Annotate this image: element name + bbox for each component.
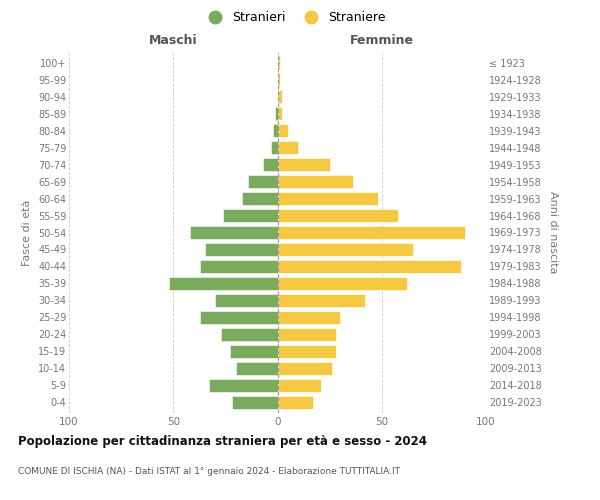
Bar xyxy=(200,260,277,273)
Bar xyxy=(232,396,277,409)
Bar xyxy=(277,209,398,222)
Bar xyxy=(277,396,313,409)
Bar xyxy=(248,175,277,188)
Bar xyxy=(209,378,277,392)
Bar xyxy=(205,243,277,256)
Text: Femmine: Femmine xyxy=(350,34,414,48)
Bar xyxy=(215,294,277,307)
Text: Maschi: Maschi xyxy=(149,34,197,48)
Bar xyxy=(277,362,332,375)
Bar xyxy=(242,192,277,205)
Bar xyxy=(263,158,277,171)
Bar xyxy=(277,56,280,70)
Y-axis label: Anni di nascita: Anni di nascita xyxy=(548,191,559,274)
Bar xyxy=(277,344,336,358)
Bar xyxy=(190,226,277,239)
Bar xyxy=(277,226,465,239)
Bar xyxy=(277,328,336,341)
Bar xyxy=(277,311,340,324)
Legend: Stranieri, Straniere: Stranieri, Straniere xyxy=(197,6,391,29)
Bar xyxy=(200,311,277,324)
Bar xyxy=(277,378,321,392)
Bar xyxy=(277,90,281,104)
Bar xyxy=(169,277,277,290)
Bar xyxy=(277,243,413,256)
Bar xyxy=(277,260,461,273)
Bar xyxy=(236,362,277,375)
Bar xyxy=(277,107,281,120)
Bar xyxy=(277,175,353,188)
Text: COMUNE DI ISCHIA (NA) - Dati ISTAT al 1° gennaio 2024 - Elaborazione TUTTITALIA.: COMUNE DI ISCHIA (NA) - Dati ISTAT al 1°… xyxy=(18,468,400,476)
Bar xyxy=(277,73,280,86)
Bar xyxy=(223,209,277,222)
Bar xyxy=(277,158,329,171)
Bar xyxy=(277,141,298,154)
Bar xyxy=(230,344,277,358)
Text: Popolazione per cittadinanza straniera per età e sesso - 2024: Popolazione per cittadinanza straniera p… xyxy=(18,435,427,448)
Bar xyxy=(277,192,377,205)
Y-axis label: Fasce di età: Fasce di età xyxy=(22,200,32,266)
Bar xyxy=(277,277,407,290)
Bar xyxy=(274,124,277,137)
Bar xyxy=(277,124,288,137)
Bar xyxy=(271,141,277,154)
Bar xyxy=(277,294,365,307)
Bar xyxy=(221,328,277,341)
Bar xyxy=(275,107,277,120)
